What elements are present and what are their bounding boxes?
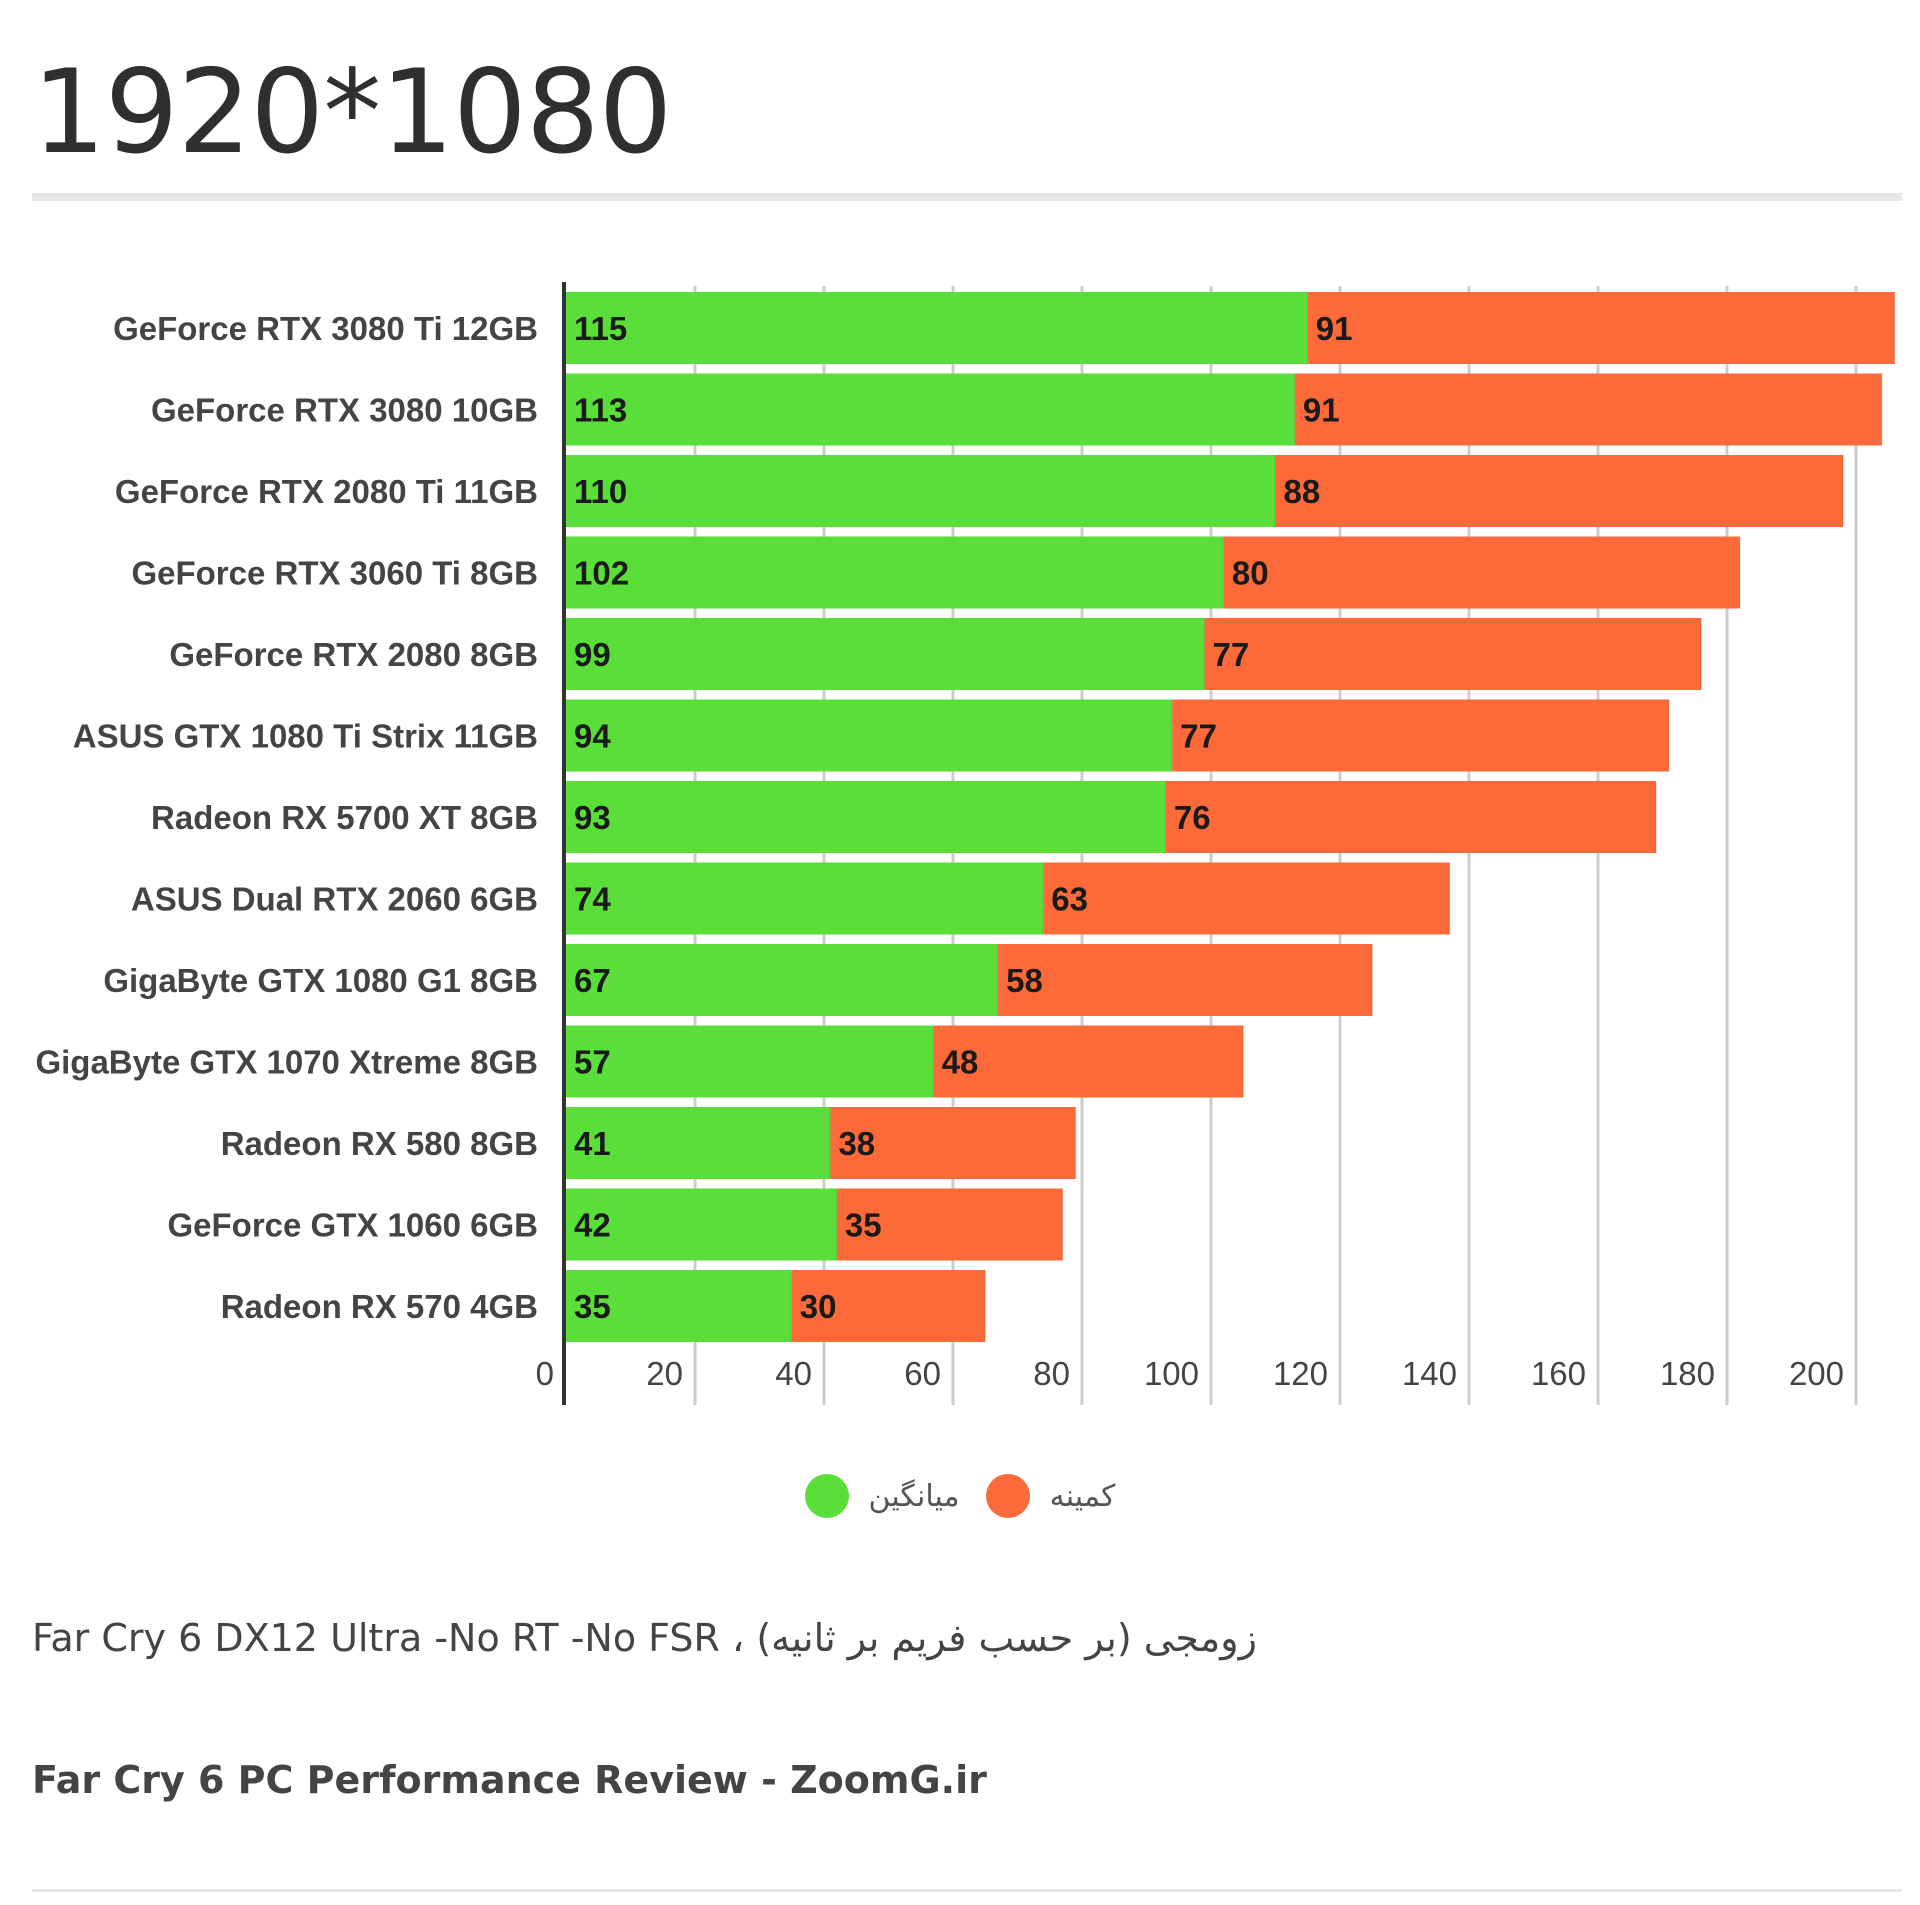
value-label-minimum: 88: [1284, 473, 1321, 510]
bar-minimum[interactable]: [1204, 618, 1702, 690]
bar-average[interactable]: [566, 292, 1308, 364]
x-axis-ticks: 0 20 40 60 80 100 120 140 160 180 200: [536, 1355, 1844, 1392]
bar-average[interactable]: [566, 373, 1295, 446]
category-labels: GeForce RTX 3080 Ti 12GB GeForce RTX 3080…: [35, 310, 538, 1325]
value-label-minimum: 76: [1174, 799, 1211, 836]
chart-subtitle: Far Cry 6 DX12 Ultra -No RT -No FSR ، زو…: [32, 1616, 1257, 1660]
bar-minimum[interactable]: [933, 1025, 1244, 1098]
value-label-average: 35: [574, 1288, 611, 1325]
value-label-average: 113: [574, 392, 627, 429]
bar-average[interactable]: [566, 618, 1205, 690]
bar-average[interactable]: [566, 862, 1044, 935]
value-label-minimum: 48: [942, 1044, 979, 1081]
x-tick-label: 120: [1273, 1355, 1328, 1392]
value-label-average: 93: [574, 799, 611, 836]
category-label: GeForce RTX 2080 8GB: [169, 636, 538, 673]
bar-average[interactable]: [566, 1107, 831, 1179]
bar-minimum[interactable]: [1172, 699, 1669, 772]
page-title: 1920*1080: [32, 45, 672, 180]
value-label-minimum: 77: [1213, 636, 1250, 673]
value-labels: 115 91 113 91 110 88 102 80 99 77 94 77 93 76 74 63 67 58…: [574, 310, 1352, 1325]
bar-minimum[interactable]: [1275, 455, 1844, 527]
legend-item-average[interactable]: میانگین: [804, 1474, 960, 1518]
x-tick-label: 160: [1531, 1355, 1586, 1392]
bar-average[interactable]: [566, 455, 1276, 527]
category-label: ASUS Dual RTX 2060 6GB: [131, 881, 538, 918]
category-label: GigaByte GTX 1070 Xtreme 8GB: [35, 1044, 538, 1081]
value-label-minimum: 38: [838, 1125, 875, 1162]
bottom-divider: [32, 1889, 1902, 1892]
x-tick-label: 180: [1660, 1355, 1715, 1392]
value-label-average: 41: [574, 1125, 611, 1162]
value-label-minimum: 30: [800, 1288, 837, 1325]
bar-minimum[interactable]: [830, 1107, 1076, 1179]
value-label-minimum: 77: [1180, 718, 1217, 755]
legend-item-minimum[interactable]: کمینه: [985, 1474, 1116, 1518]
legend-dot-minimum: [985, 1474, 1030, 1518]
value-label-minimum: 58: [1006, 962, 1043, 999]
title-divider: [32, 193, 1902, 201]
bar-minimum[interactable]: [836, 1188, 1063, 1261]
category-label: Radeon RX 5700 XT 8GB: [151, 799, 538, 836]
category-label: GeForce RTX 3080 10GB: [151, 392, 538, 429]
value-label-minimum: 91: [1303, 392, 1340, 429]
bar-minimum[interactable]: [1165, 781, 1657, 853]
category-label: GeForce RTX 3080 Ti 12GB: [113, 310, 538, 347]
x-tick-label: 40: [775, 1355, 812, 1392]
x-tick-label: 200: [1789, 1355, 1844, 1392]
bar-average[interactable]: [566, 536, 1224, 609]
bar-minimum[interactable]: [1043, 862, 1450, 935]
value-label-average: 102: [574, 555, 629, 592]
value-label-minimum: 80: [1232, 555, 1269, 592]
bar-minimum[interactable]: [998, 944, 1373, 1016]
category-label: Radeon RX 580 8GB: [221, 1125, 538, 1162]
value-label-average: 99: [574, 636, 611, 673]
value-label-average: 67: [574, 962, 611, 999]
category-label: GeForce RTX 2080 Ti 11GB: [115, 473, 538, 510]
x-tick-label: 20: [646, 1355, 683, 1392]
value-label-average: 42: [574, 1207, 611, 1244]
source-text: Far Cry 6 PC Performance Review - ZoomG.…: [32, 1758, 987, 1802]
category-label: GeForce GTX 1060 6GB: [168, 1207, 539, 1244]
bar-average[interactable]: [566, 699, 1173, 772]
bar-chart: 115 91 113 91 110 88 102 80 99 77 94 77 93 76 74 63 67 58…: [35, 282, 1896, 1405]
legend-dot-average: [804, 1474, 849, 1518]
bar-average[interactable]: [566, 1270, 792, 1342]
bars: [566, 292, 1896, 1342]
bar-average[interactable]: [566, 944, 999, 1016]
value-label-average: 74: [574, 881, 611, 918]
category-label: Radeon RX 570 4GB: [221, 1288, 538, 1325]
bar-minimum[interactable]: [1307, 292, 1895, 364]
x-tick-label: 0: [536, 1355, 554, 1392]
value-label-average: 110: [574, 473, 627, 510]
bar-average[interactable]: [566, 1025, 934, 1098]
value-label-minimum: 35: [845, 1207, 882, 1244]
category-label: GeForce RTX 3060 Ti 8GB: [131, 555, 538, 592]
x-tick-label: 60: [904, 1355, 941, 1392]
legend-label-minimum: کمینه: [1049, 1478, 1116, 1514]
value-label-minimum: 63: [1051, 881, 1088, 918]
bar-minimum[interactable]: [1223, 536, 1740, 609]
value-label-average: 94: [574, 718, 611, 755]
value-label-average: 115: [574, 310, 627, 347]
x-tick-label: 100: [1144, 1355, 1199, 1392]
value-label-average: 57: [574, 1044, 611, 1081]
bar-minimum[interactable]: [1294, 373, 1882, 446]
bar-minimum[interactable]: [791, 1270, 986, 1342]
x-tick-label: 140: [1402, 1355, 1457, 1392]
bar-average[interactable]: [566, 781, 1166, 853]
x-tick-label: 80: [1033, 1355, 1070, 1392]
legend: میانگین کمینه: [0, 1474, 1920, 1518]
category-label: GigaByte GTX 1080 G1 8GB: [103, 962, 538, 999]
bar-average[interactable]: [566, 1188, 837, 1261]
value-label-minimum: 91: [1316, 310, 1353, 347]
category-label: ASUS GTX 1080 Ti Strix 11GB: [73, 718, 538, 755]
legend-label-average: میانگین: [868, 1478, 960, 1514]
